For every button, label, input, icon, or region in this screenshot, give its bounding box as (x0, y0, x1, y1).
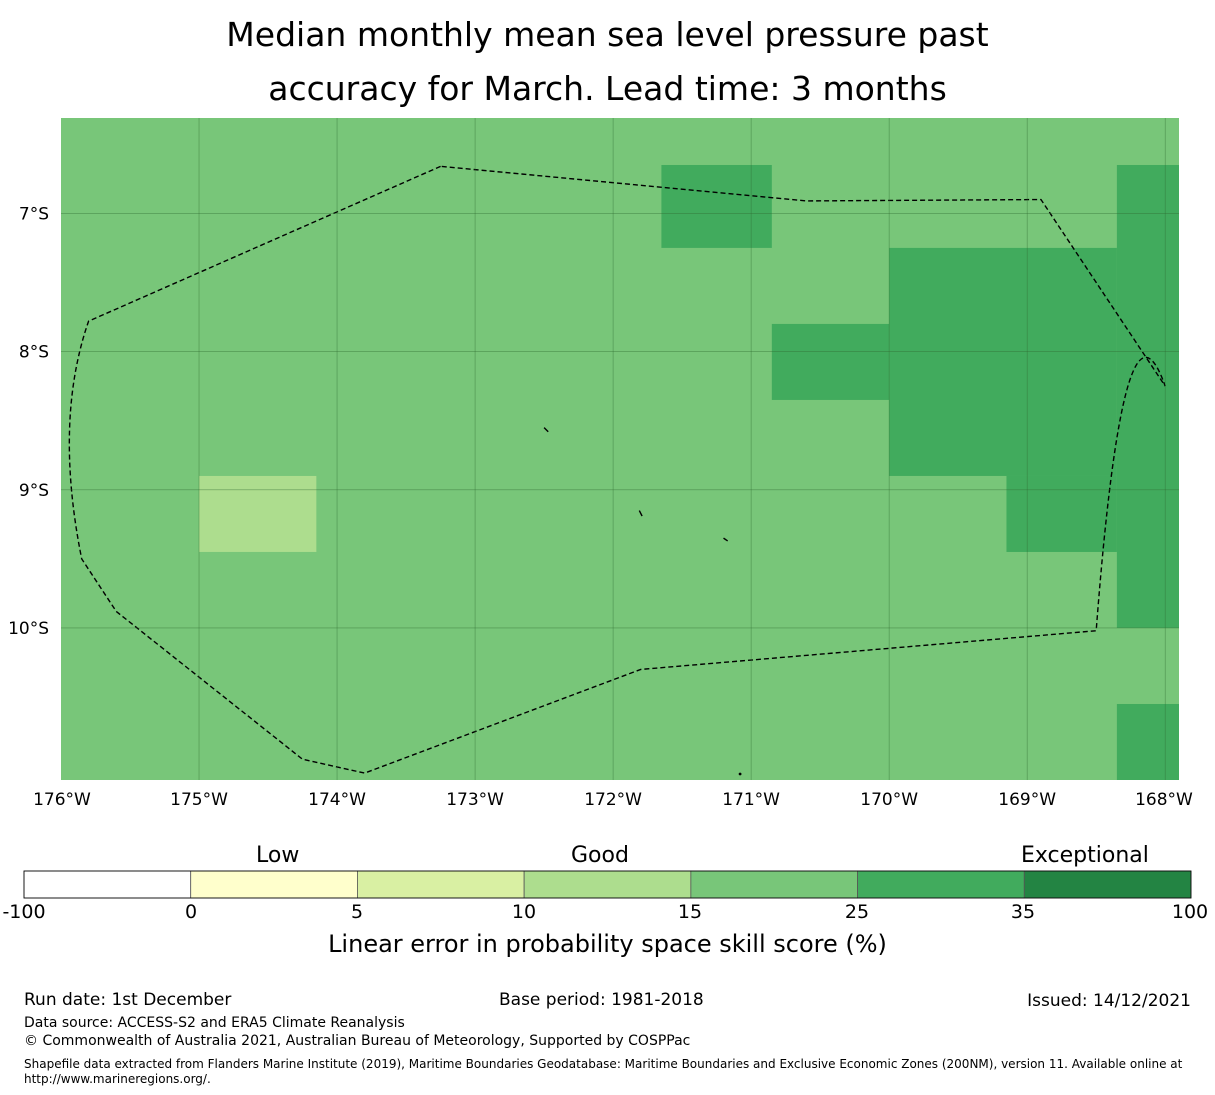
copyright: © Commonwealth of Australia 2021, Austra… (24, 1033, 691, 1049)
colorbar (23, 870, 1192, 899)
skill-cell-25-35 (1116, 703, 1179, 780)
title-line-1: Median monthly mean sea level pressure p… (226, 15, 989, 54)
axis-labels-layer: 7°S 8°S 9°S 10°S 176°W 175°W 174°W 173°W 172°W 17… (8, 204, 1193, 810)
lat-label: 8°S (19, 343, 49, 363)
skill-cell-25-35 (1006, 475, 1117, 552)
island (638, 510, 643, 517)
lon-label: 169°W (998, 790, 1056, 810)
colorbar-tick: 100 (1171, 901, 1209, 923)
colorbar-segment (357, 870, 525, 899)
lon-label: 172°W (584, 790, 642, 810)
colorbar-label-low: Low (256, 843, 300, 868)
lon-label: 174°W (308, 790, 366, 810)
skill-cell-10-15 (199, 475, 317, 552)
colorbar-label-exceptional: Exceptional (1021, 843, 1149, 868)
lon-label: 170°W (860, 790, 918, 810)
island (723, 537, 729, 542)
colorbar-tick: 10 (511, 901, 537, 923)
data-source: Data source: ACCESS-S2 and ERA5 Climate … (24, 1015, 405, 1031)
colorbar-tick: 5 (350, 901, 364, 923)
issued-date: Issued: 14/12/2021 (1027, 991, 1191, 1011)
map-layer (61, 118, 1179, 780)
lon-label: 176°W (33, 790, 91, 810)
lat-label: 7°S (19, 204, 49, 224)
lon-label: 175°W (170, 790, 228, 810)
run-date: Run date: 1st December (24, 990, 232, 1010)
colorbar-tick: -100 (2, 901, 46, 923)
colorbar-segment (1023, 870, 1192, 899)
graticule-layer (61, 118, 1179, 780)
title-line-2: accuracy for March. Lead time: 3 months (268, 69, 947, 108)
eez-boundary (68, 165, 1166, 774)
colorbar-tick: 15 (677, 901, 703, 923)
colorbar-tick: 35 (1010, 901, 1036, 923)
skill-cell-25-35 (771, 323, 890, 400)
island (543, 427, 549, 433)
eez-boundary-layer (68, 165, 1166, 776)
skill-cell-25-35 (889, 247, 1117, 476)
colorbar-outline (23, 870, 1192, 899)
colorbar-label-good: Good (571, 843, 629, 868)
colorbar-tick: 25 (844, 901, 870, 923)
colorbar-segment (523, 870, 692, 899)
island (738, 772, 742, 776)
lon-label: 171°W (722, 790, 780, 810)
skill-cell-25-35 (1116, 164, 1179, 628)
chart-title: Median monthly mean sea level pressure p… (0, 8, 1215, 116)
lon-label: 173°W (446, 790, 504, 810)
colorbar-segment (857, 870, 1025, 899)
map-panel: 7°S 8°S 9°S 10°S 176°W 175°W 174°W 173°W 172°W 17… (8, 118, 1193, 810)
lat-label: 10°S (8, 619, 49, 639)
colorbar-tick: 0 (184, 901, 198, 923)
colorbar-segment (190, 870, 358, 899)
colorbar-segment (23, 870, 192, 899)
base-period: Base period: 1981-2018 (499, 990, 704, 1010)
lat-label: 9°S (19, 481, 49, 501)
colorbar-segment (690, 870, 858, 899)
skill-cell-25-35 (661, 164, 772, 248)
lon-label: 168°W (1135, 790, 1193, 810)
shapefile-credit: Shapefile data extracted from Flanders M… (24, 1057, 1183, 1086)
colorbar-title: Linear error in probability space skill … (328, 930, 887, 958)
